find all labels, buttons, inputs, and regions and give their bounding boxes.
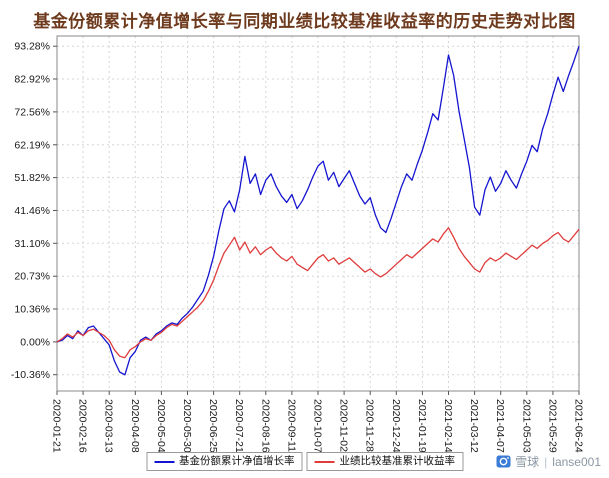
svg-text:31.10%: 31.10% [14, 238, 50, 250]
svg-text:2020-04-08: 2020-04-08 [129, 399, 141, 453]
svg-text:2020-09-11: 2020-09-11 [285, 399, 297, 452]
svg-text:20.73%: 20.73% [14, 271, 50, 283]
svg-text:2020-08-16: 2020-08-16 [259, 399, 271, 453]
svg-text:2021-06-24: 2021-06-24 [573, 399, 585, 453]
svg-text:2020-06-25: 2020-06-25 [207, 399, 219, 453]
svg-text:2020-11-28: 2020-11-28 [364, 399, 376, 452]
svg-text:2020-07-21: 2020-07-21 [233, 399, 245, 453]
gridlines [56, 36, 580, 391]
watermark-divider: | [544, 454, 548, 469]
legend-item-fund: 基金份额累计净值增长率 [146, 452, 303, 471]
svg-text:51.82%: 51.82% [14, 172, 50, 184]
svg-text:2020-01-21: 2020-01-21 [51, 399, 63, 453]
legend-label-fund: 基金份额累计净值增长率 [179, 455, 295, 468]
svg-text:2020-02-16: 2020-02-16 [77, 399, 89, 453]
svg-text:2021-05-03: 2021-05-03 [520, 399, 532, 453]
legend: 基金份额累计净值增长率 业绩比较基准累计收益率 [146, 452, 463, 471]
svg-text:2021-03-12: 2021-03-12 [468, 399, 480, 453]
svg-text:2020-05-04: 2020-05-04 [155, 399, 167, 453]
svg-text:82.92%: 82.92% [14, 74, 50, 86]
svg-text:2020-11-02: 2020-11-02 [338, 399, 350, 452]
svg-text:0.00%: 0.00% [20, 336, 50, 348]
benchmark-line [56, 227, 580, 359]
svg-text:41.46%: 41.46% [14, 205, 50, 217]
watermark-brand: 雪球 [515, 455, 540, 469]
y-axis-labels: 93.28% 82.92% 72.56% 62.19% 51.82% 41.46% 31.1… [11, 41, 57, 381]
chart-canvas: 93.28% 82.92% 72.56% 62.19% 51.82% 41.46% 31.1… [11, 35, 585, 453]
benchmark-line-sample [314, 460, 335, 463]
svg-text:2020-05-30: 2020-05-30 [181, 399, 193, 453]
svg-text:2021-02-14: 2021-02-14 [442, 399, 454, 453]
svg-text:10.36%: 10.36% [14, 304, 50, 316]
svg-text:2021-05-29: 2021-05-29 [546, 399, 558, 453]
watermark: 雪球 | lanse001 [496, 453, 601, 470]
chart-title: 基金份额累计净值增长率与同期业绩比较基准收益率的历史走势对比图 [33, 12, 576, 31]
svg-text:2020-10-07: 2020-10-07 [312, 399, 324, 453]
fund-line-sample [154, 460, 174, 463]
svg-text:-10.36%: -10.36% [11, 369, 50, 381]
svg-text:62.19%: 62.19% [14, 139, 50, 151]
x-axis-labels: 2020-01-21 2020-02-16 2020-03-13 2020-04-08… [51, 391, 585, 453]
watermark-username: lanse001 [552, 454, 601, 469]
legend-label-benchmark: 业绩比较基准累计收益率 [339, 455, 456, 468]
svg-text:2021-01-19: 2021-01-19 [416, 399, 428, 453]
svg-text:93.28%: 93.28% [14, 41, 50, 53]
fund-line [56, 45, 580, 376]
legend-item-benchmark: 业绩比较基准累计收益率 [306, 452, 463, 471]
svg-text:2020-03-13: 2020-03-13 [103, 399, 115, 453]
xueqiu-logo-icon [496, 455, 511, 468]
svg-text:2021-04-07: 2021-04-07 [494, 399, 506, 453]
svg-text:2020-12-24: 2020-12-24 [390, 399, 402, 453]
svg-text:72.56%: 72.56% [14, 106, 50, 118]
